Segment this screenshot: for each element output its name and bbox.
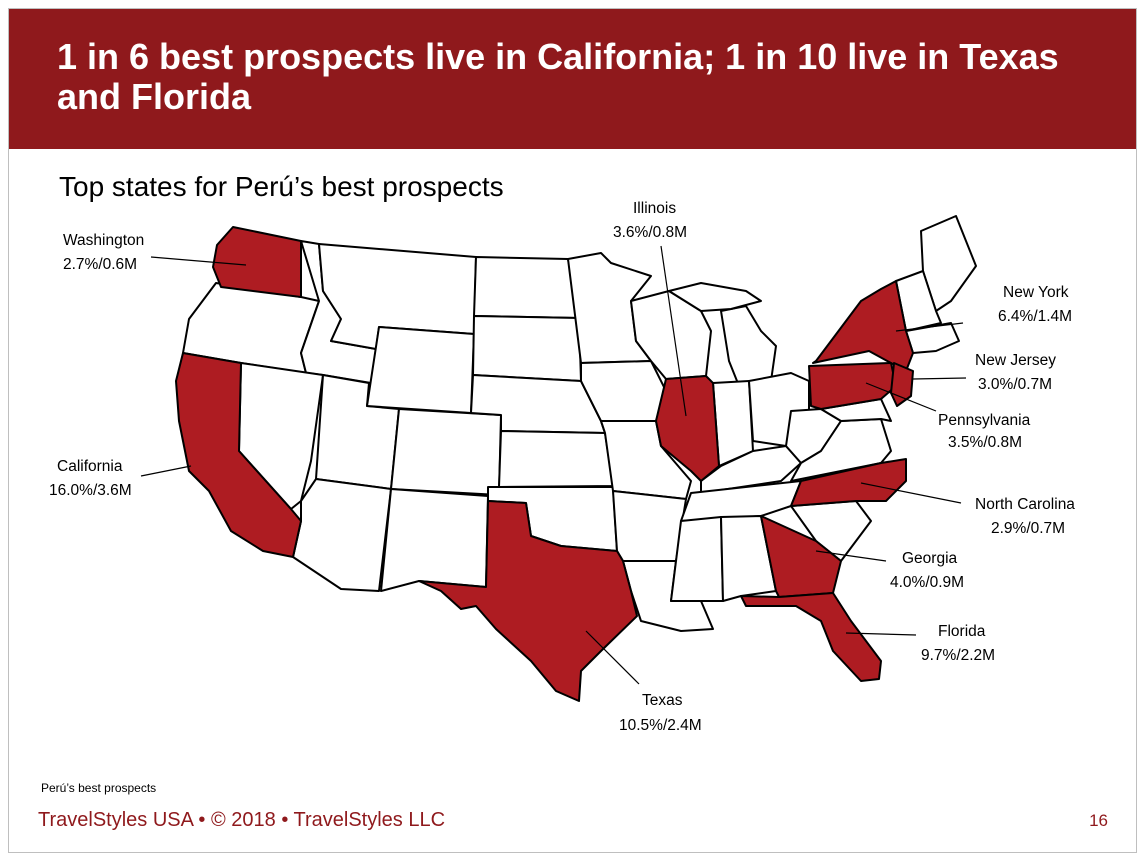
leader-north-carolina: [860, 482, 962, 504]
label-north-carolina-value: 2.9%/0.7M: [991, 520, 1065, 537]
footer-credit: TravelStyles USA • © 2018 • TravelStyles…: [38, 809, 446, 831]
leader-new-york: [895, 322, 964, 332]
leader-florida: [845, 632, 917, 636]
state-arizona: [292, 478, 392, 592]
label-new-york-name: New York: [1003, 284, 1069, 301]
leader-texas: [585, 630, 640, 685]
label-illinois-name: Illinois: [633, 200, 676, 217]
page-number: 16: [1089, 811, 1108, 830]
label-california-name: California: [57, 458, 123, 475]
label-north-carolina-name: North Carolina: [975, 496, 1075, 513]
leader-washington: [150, 256, 247, 266]
leader-lines: [140, 245, 967, 685]
label-washington-name: Washington: [63, 232, 144, 249]
state-alabama: [720, 515, 777, 602]
slide-title: 1 in 6 best prospects live in California…: [57, 36, 1059, 117]
state-tennessee: [680, 480, 802, 522]
label-new-jersey-value: 3.0%/0.7M: [978, 376, 1052, 393]
state-kansas: [498, 430, 614, 488]
state-arkansas: [612, 490, 687, 562]
label-texas-name: Texas: [642, 692, 683, 709]
map-subtitle: Top states for Perú’s best prospects: [59, 171, 504, 202]
label-georgia-value: 4.0%/0.9M: [890, 574, 964, 591]
state-florida: [740, 592, 882, 682]
state-michigan-upper: [668, 282, 762, 312]
state-michigan: [720, 305, 777, 387]
state-colorado: [390, 408, 502, 496]
state-wyoming: [366, 326, 475, 414]
label-new-york-value: 6.4%/1.4M: [998, 308, 1072, 325]
label-illinois-value: 3.6%/0.8M: [613, 224, 687, 241]
state-north-dakota: [473, 256, 580, 319]
label-california-value: 16.0%/3.6M: [49, 482, 132, 499]
slide: 1 in 6 best prospects live in California…: [8, 8, 1137, 853]
state-new-jersey: [890, 362, 914, 407]
leader-pennsylvania: [865, 382, 937, 412]
leader-illinois: [660, 245, 687, 417]
state-north-carolina: [790, 458, 907, 507]
label-washington-value: 2.7%/0.6M: [63, 256, 137, 273]
leader-georgia: [815, 550, 887, 562]
other-states: [182, 215, 977, 632]
state-south-dakota: [472, 315, 582, 382]
label-florida-name: Florida: [938, 623, 986, 640]
us-map: Washington 2.7%/0.6M Illinois 3.6%/0.8M …: [49, 200, 1075, 734]
state-texas: [418, 500, 638, 702]
state-new-york: [812, 280, 914, 372]
state-california: [175, 352, 302, 558]
state-washington: [212, 226, 302, 298]
state-pennsylvania: [808, 362, 897, 410]
state-illinois: [655, 375, 720, 482]
label-florida-value: 9.7%/2.2M: [921, 647, 995, 664]
highlighted-states: [175, 226, 914, 702]
state-new-mexico: [380, 488, 489, 592]
label-new-jersey-name: New Jersey: [975, 352, 1056, 369]
label-georgia-name: Georgia: [902, 550, 958, 567]
leader-california: [140, 465, 192, 477]
leader-new-jersey: [912, 377, 967, 380]
footnote: Perú’s best prospects: [41, 781, 157, 795]
state-labels: Washington 2.7%/0.6M Illinois 3.6%/0.8M …: [49, 200, 1075, 734]
label-pennsylvania-name: Pennsylvania: [938, 412, 1031, 429]
label-texas-value: 10.5%/2.4M: [619, 717, 702, 734]
label-pennsylvania-value: 3.5%/0.8M: [948, 434, 1022, 451]
title-band: 1 in 6 best prospects live in California…: [9, 9, 1136, 149]
